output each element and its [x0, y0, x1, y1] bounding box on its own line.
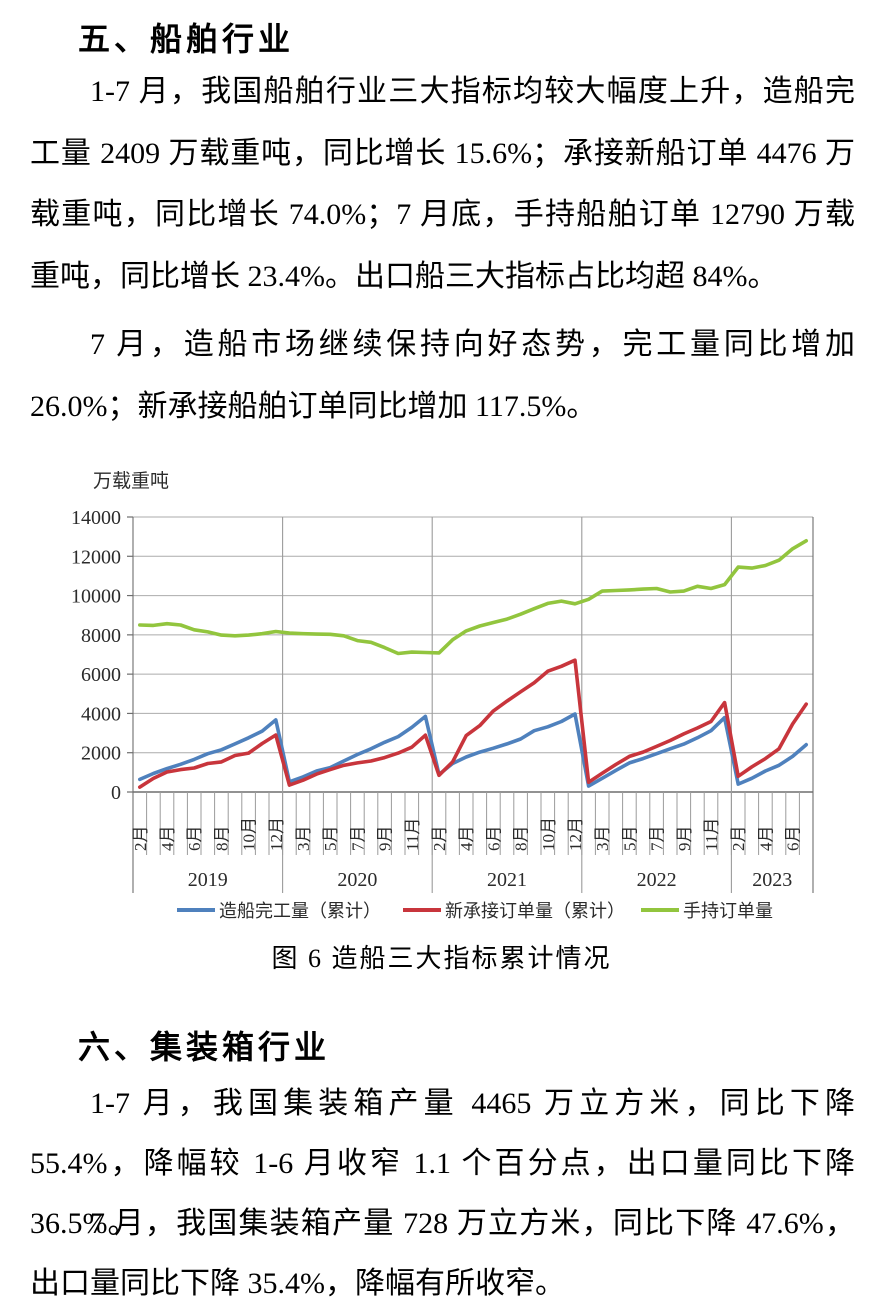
svg-text:14000: 14000	[71, 507, 121, 529]
svg-text:2月: 2月	[729, 826, 748, 852]
svg-text:4月: 4月	[756, 826, 775, 852]
svg-text:9月: 9月	[376, 826, 395, 852]
svg-text:8000: 8000	[81, 625, 121, 647]
svg-text:2000: 2000	[81, 743, 121, 765]
axis-unit-label: 万载重吨	[93, 470, 169, 492]
svg-text:6000: 6000	[81, 664, 121, 686]
section-heading-shipbuilding: 五、船舶行业	[78, 21, 295, 57]
svg-text:5月: 5月	[620, 826, 639, 852]
svg-text:11月: 11月	[403, 818, 422, 851]
svg-text:12月: 12月	[566, 817, 585, 851]
svg-text:6月: 6月	[484, 826, 503, 852]
series-new_orders	[138, 658, 809, 789]
svg-text:10000: 10000	[71, 586, 121, 608]
svg-text:新承接订单量（累计）: 新承接订单量（累计）	[445, 901, 625, 921]
line-chart: 0 2000 4000 6000 8000 10000 12000 14000 万载重吨 2月 4月…	[71, 470, 814, 921]
shipbuilding-indicators-chart: 0 2000 4000 6000 8000 10000 12000 14000 万载重吨 2月 4月…	[0, 465, 883, 925]
svg-text:6月: 6月	[185, 826, 204, 852]
svg-text:3月: 3月	[294, 826, 313, 852]
paragraph-shipbuilding-cumulative: 1-7 月，我国船舶行业三大指标均较大幅度上升，造船完工量 2409 万载重吨，…	[30, 75, 855, 293]
svg-text:4月: 4月	[158, 826, 177, 852]
figure-caption: 图 6 造船三大指标累计情况	[271, 944, 612, 973]
svg-text:2019: 2019	[188, 869, 228, 891]
chart-legend: 造船完工量（累计） 新承接订单量（累计） 手持订单量	[177, 901, 773, 921]
paragraph-container-july: 7 月，我国集装箱产量 728 万立方米，同比下降 47.6%，出口量同比下降 …	[30, 1207, 855, 1300]
svg-text:2月: 2月	[430, 826, 449, 852]
svg-text:2022: 2022	[637, 869, 677, 891]
series-completions	[138, 712, 809, 788]
svg-text:2023: 2023	[752, 869, 792, 891]
svg-text:2020: 2020	[337, 869, 377, 891]
svg-text:9月: 9月	[675, 826, 694, 852]
svg-text:10月: 10月	[240, 817, 259, 851]
paragraph-shipbuilding-july: 7 月，造船市场继续保持向好态势，完工量同比增加 26.0%；新承接船舶订单同比…	[30, 328, 855, 423]
y-axis: 0 2000 4000 6000 8000 10000 12000 14000	[71, 507, 813, 804]
svg-text:7月: 7月	[648, 826, 667, 852]
svg-text:2021: 2021	[487, 869, 527, 891]
svg-text:12000: 12000	[71, 546, 121, 568]
svg-text:5月: 5月	[321, 826, 340, 852]
svg-text:12月: 12月	[267, 817, 286, 851]
svg-text:3月: 3月	[593, 826, 612, 852]
svg-text:手持订单量: 手持订单量	[683, 901, 773, 921]
svg-text:4000: 4000	[81, 703, 121, 725]
svg-text:7月: 7月	[348, 826, 367, 852]
svg-text:11月: 11月	[702, 818, 721, 851]
svg-text:造船完工量（累计）: 造船完工量（累计）	[219, 901, 381, 921]
section-heading-container: 六、集装箱行业	[78, 1029, 331, 1065]
svg-text:2月: 2月	[131, 826, 150, 852]
paragraph-container-cumulative: 1-7 月，我国集装箱产量 4465 万立方米，同比下降 55.4%，降幅较 1…	[30, 1087, 855, 1240]
svg-text:6月: 6月	[784, 826, 803, 852]
svg-text:0: 0	[111, 782, 121, 804]
svg-text:4月: 4月	[457, 826, 476, 852]
series-holdings	[138, 539, 809, 656]
svg-text:8月: 8月	[512, 826, 531, 852]
x-axis: 2月 4月 6月 8月 10月 12月 3月 5月 7月 9月 11月 2月 4月 6月 8月 10月 12月 3…	[131, 517, 814, 893]
svg-text:10月: 10月	[539, 817, 558, 851]
svg-text:8月: 8月	[212, 826, 231, 852]
